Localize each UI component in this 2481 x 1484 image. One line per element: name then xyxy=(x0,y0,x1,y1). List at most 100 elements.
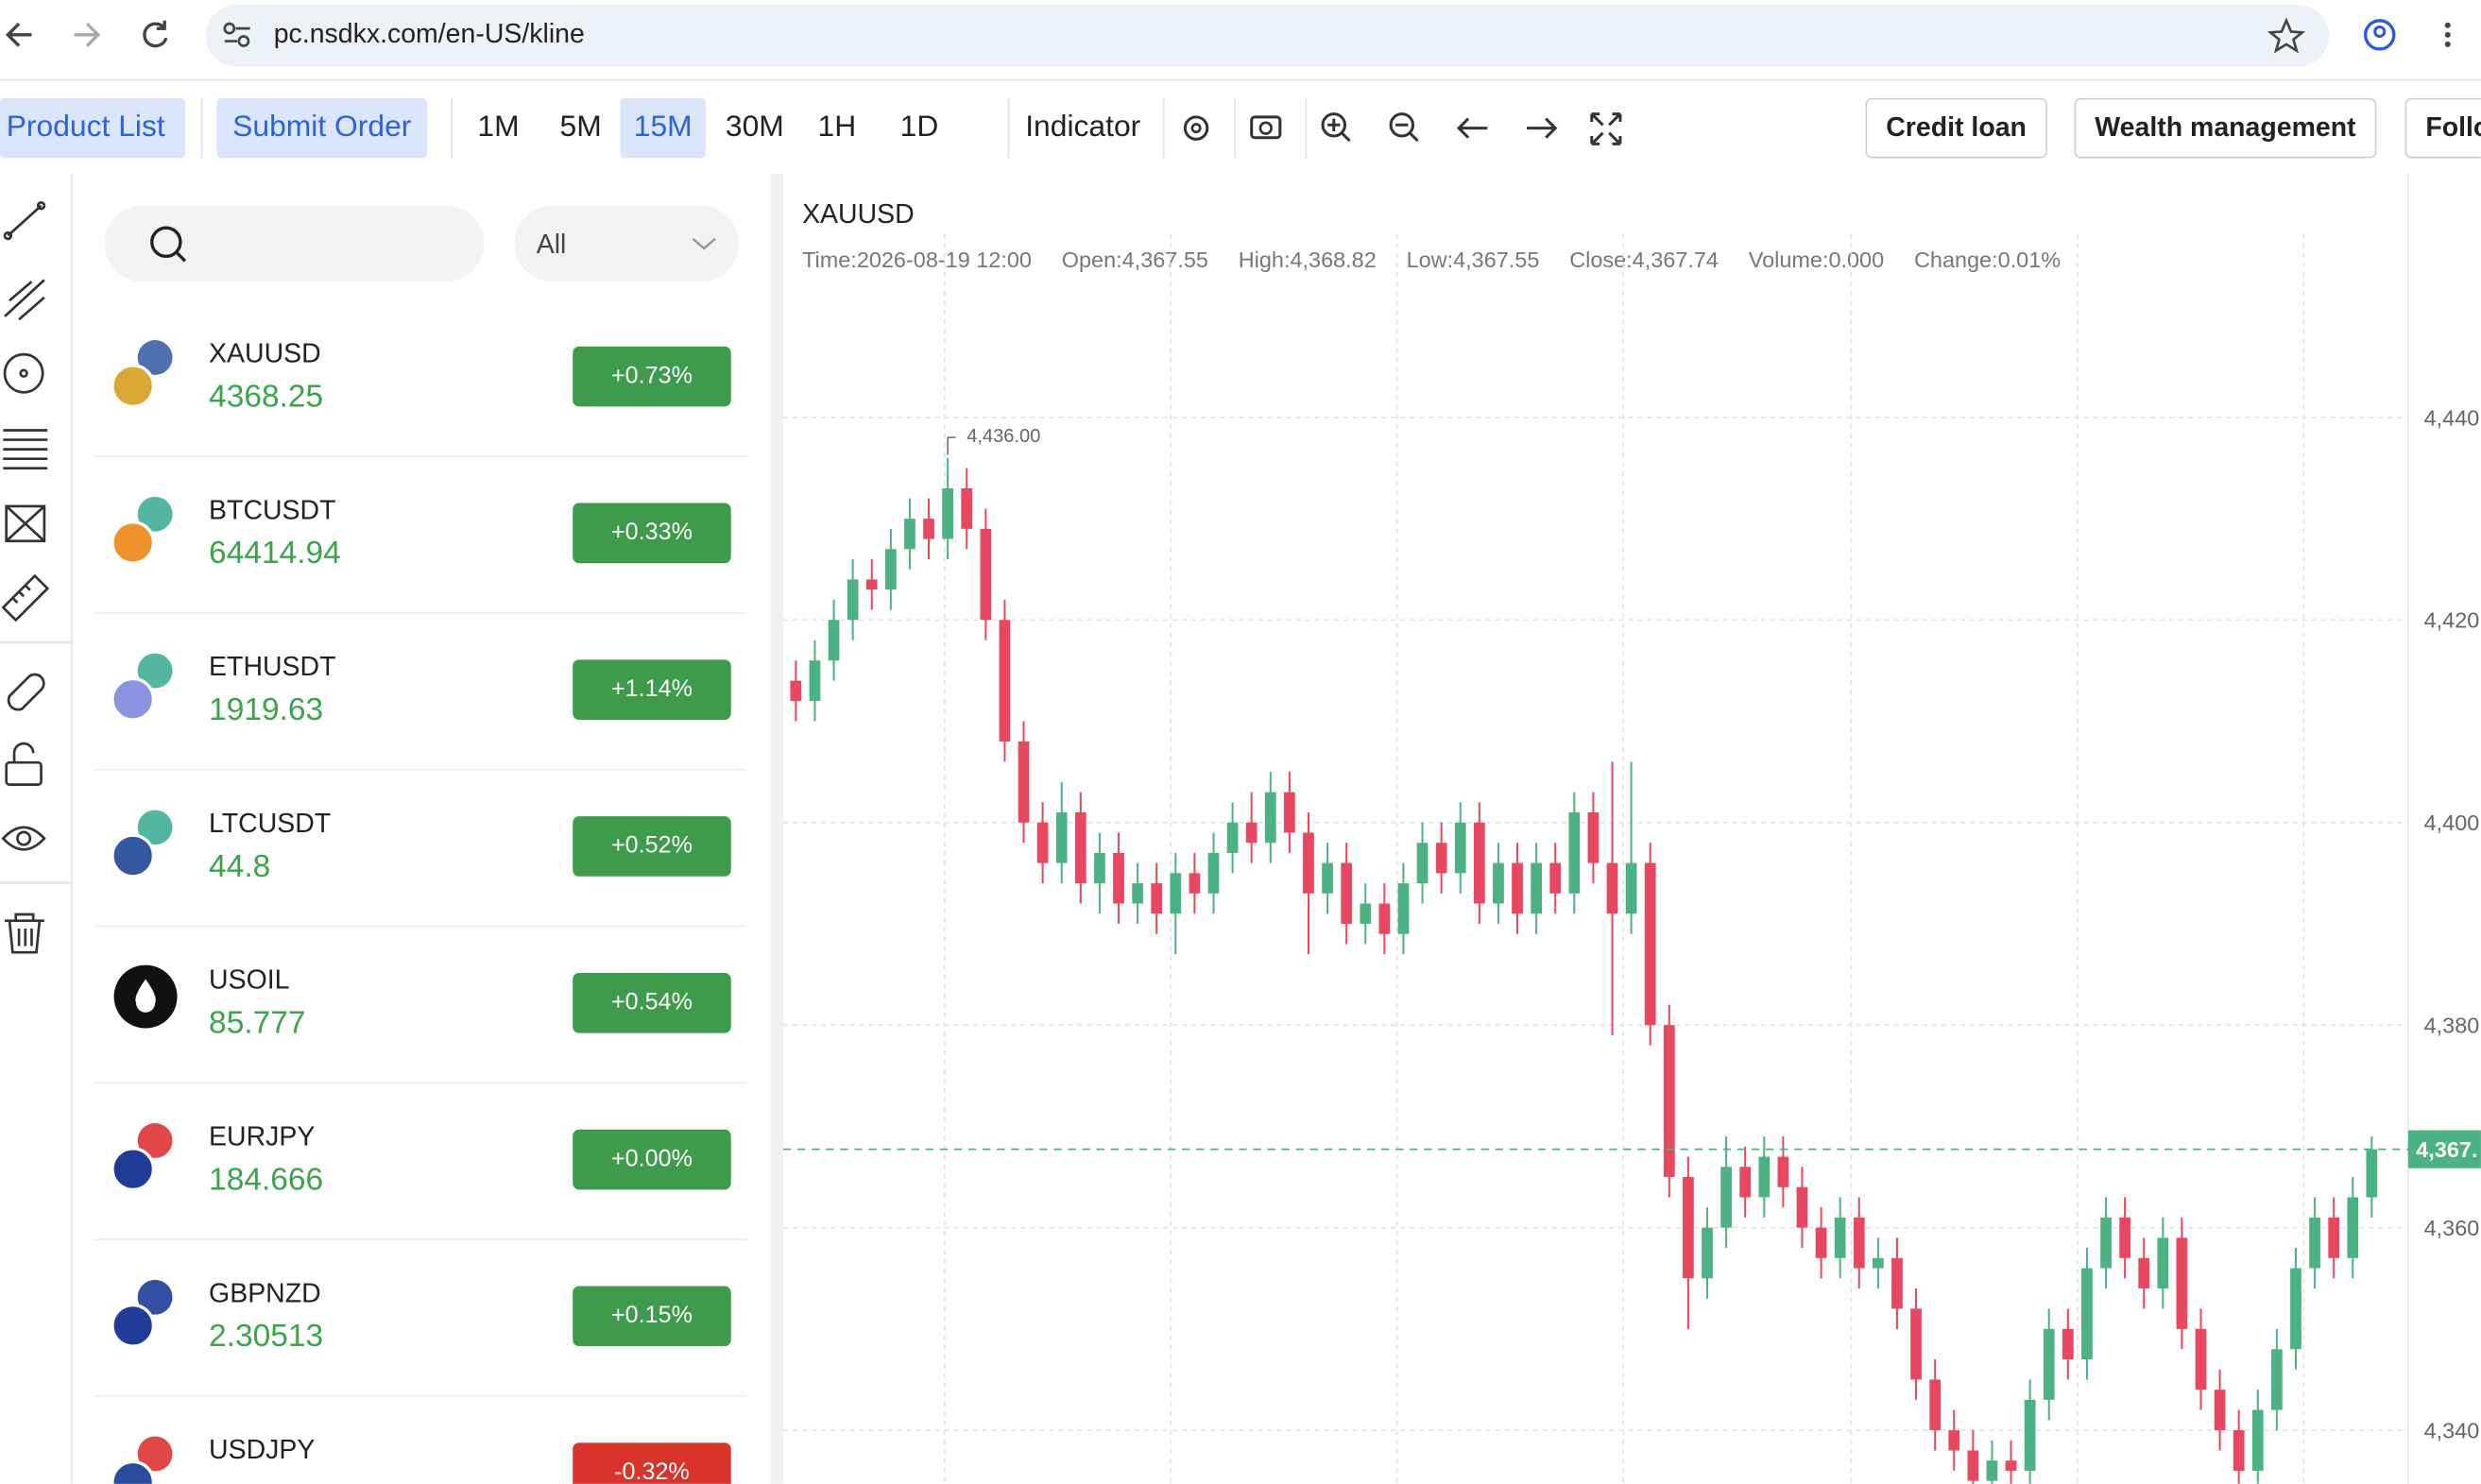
candle-body xyxy=(1284,792,1295,833)
product-row[interactable]: GBPNZD 2.30513 +0.15% xyxy=(73,1240,747,1397)
candle-body xyxy=(2043,1328,2055,1400)
candle-body xyxy=(1416,843,1429,884)
change-badge: +1.14% xyxy=(573,659,731,720)
candle-body xyxy=(1341,862,1353,924)
browser-icons[interactable] xyxy=(2266,16,2455,58)
search-box[interactable] xyxy=(104,205,485,282)
product-symbol: BTCUSDT xyxy=(209,495,336,526)
change-badge: +0.33% xyxy=(573,503,731,564)
annotation-pointer xyxy=(947,436,956,455)
interval-button[interactable]: 5M xyxy=(559,111,602,145)
candles xyxy=(790,457,2378,1484)
interval-button[interactable]: 1M xyxy=(477,111,520,145)
candle-body xyxy=(1435,843,1447,874)
product-symbol: EURJPY xyxy=(209,1121,316,1152)
candle-body xyxy=(1967,1450,1979,1481)
product-symbol: USOIL xyxy=(209,964,290,996)
candle-body xyxy=(1151,883,1163,914)
change-badge: +0.00% xyxy=(573,1129,731,1190)
product-row[interactable]: USOIL 85.777 +0.54% xyxy=(73,927,747,1084)
credit-loan-button[interactable]: Credit loan xyxy=(1865,97,2047,159)
candle-body xyxy=(2081,1268,2093,1359)
interval-button[interactable]: 1H xyxy=(817,111,857,145)
product-icon xyxy=(111,496,173,565)
annotation-label: 4,436.00 xyxy=(967,426,1040,447)
candle-body xyxy=(2024,1399,2036,1471)
nav-buttons[interactable] xyxy=(0,0,206,73)
candle-body xyxy=(2157,1237,2169,1288)
interval-button[interactable]: 1D xyxy=(899,111,939,145)
product-price: 44.8 xyxy=(209,849,271,885)
product-icon xyxy=(111,810,173,878)
separator xyxy=(1234,97,1236,159)
chart-tool-icons[interactable] xyxy=(1171,105,1645,156)
product-row[interactable]: EURJPY 184.666 +0.00% xyxy=(73,1083,747,1240)
wealth-management-button[interactable]: Wealth management xyxy=(2074,97,2377,159)
candle-body xyxy=(1397,883,1410,934)
candle-body xyxy=(1948,1430,1960,1451)
product-price: 2.30513 xyxy=(209,1319,324,1355)
candle-body xyxy=(1587,812,1600,863)
submit-order-button[interactable]: Submit Order xyxy=(216,97,428,159)
product-icon xyxy=(113,964,178,1029)
product-symbol: XAUUSD xyxy=(209,338,321,369)
candle-body xyxy=(828,620,840,661)
product-icon xyxy=(111,340,173,409)
product-row[interactable]: BTCUSDT 64414.94 +0.33% xyxy=(73,457,747,614)
separator xyxy=(1305,97,1308,159)
product-row[interactable]: XAUUSD 4368.25 +0.73% xyxy=(73,300,747,457)
row-separator xyxy=(94,1082,747,1084)
candle-body xyxy=(1568,812,1581,894)
candle-body xyxy=(809,660,821,702)
separator xyxy=(200,97,203,159)
candle-body xyxy=(1720,1167,1732,1228)
url-bar[interactable] xyxy=(205,5,2330,67)
follow-button[interactable]: Follo xyxy=(2404,97,2481,159)
candle-body xyxy=(1094,852,1105,884)
candle-body xyxy=(1702,1227,1713,1279)
candle-body xyxy=(1055,812,1068,863)
row-separator xyxy=(94,768,747,771)
product-list-button[interactable]: Product List xyxy=(0,97,185,159)
candle-body xyxy=(1473,822,1485,904)
change-badge: -0.32% xyxy=(573,1442,731,1484)
info-field: Open:4,367.55 xyxy=(1061,247,1208,273)
site-info-icon[interactable] xyxy=(218,16,256,54)
candle-body xyxy=(2176,1237,2188,1329)
candle-body xyxy=(1074,812,1087,884)
candle-body xyxy=(1245,822,1258,844)
interval-button[interactable]: 15M xyxy=(620,97,706,159)
y-tick-label: 4,360 xyxy=(2424,1216,2480,1240)
candle-body xyxy=(1834,1217,1846,1258)
candle-body xyxy=(2138,1257,2150,1288)
change-badge: +0.52% xyxy=(573,816,731,877)
chart-symbol: XAUUSD xyxy=(802,199,915,230)
product-row[interactable]: USDJPY -0.32% xyxy=(73,1397,746,1484)
candle-body xyxy=(1018,741,1030,823)
info-field: Volume:0.000 xyxy=(1748,247,1885,273)
interval-button[interactable]: 30M xyxy=(725,111,784,145)
y-tick-label: 4,440 xyxy=(2424,405,2480,430)
candle-body xyxy=(2119,1217,2130,1258)
product-row[interactable]: LTCUSDT 44.8 +0.52% xyxy=(73,771,747,928)
product-symbol: LTCUSDT xyxy=(209,808,332,839)
filter-dropdown[interactable] xyxy=(514,205,740,282)
row-separator xyxy=(94,925,747,928)
candle-body xyxy=(1796,1186,1808,1228)
candle-body xyxy=(1683,1177,1694,1279)
candle-body xyxy=(1625,862,1637,914)
product-row[interactable]: ETHUSDT 1919.63 +1.14% xyxy=(73,614,747,771)
candle-body xyxy=(1189,873,1201,894)
candle-body xyxy=(1036,822,1049,863)
candle-body xyxy=(1132,883,1143,904)
y-tick-label: 4,340 xyxy=(2424,1418,2480,1442)
candle-body xyxy=(1986,1460,1998,1481)
candle-body xyxy=(1360,903,1372,924)
drawing-toolbar xyxy=(0,174,74,1484)
drawing-tool-icons[interactable] xyxy=(0,190,74,965)
candle-body xyxy=(1663,1025,1675,1178)
indicator-button[interactable]: Indicator xyxy=(1025,111,1141,145)
candle-body xyxy=(2347,1197,2359,1258)
